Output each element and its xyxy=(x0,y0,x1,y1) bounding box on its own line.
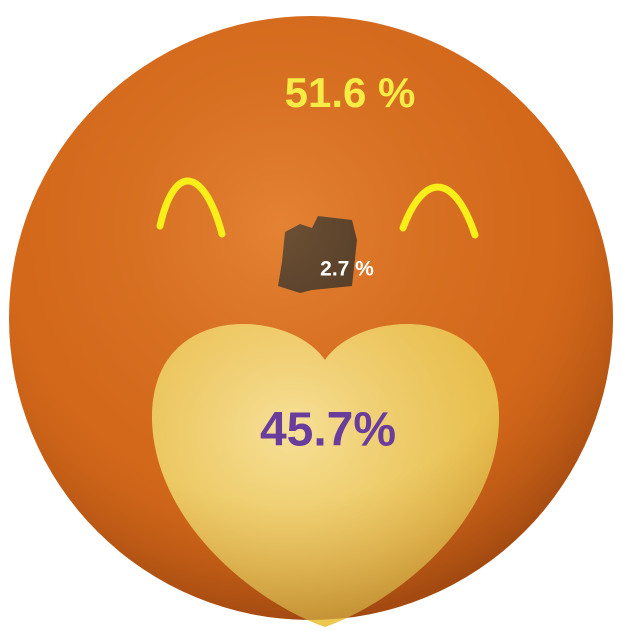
heart-shine xyxy=(151,323,500,627)
value-label: 51.6 % xyxy=(285,69,416,116)
labels: 51.6 % 2.7 % 45.7% xyxy=(260,69,415,457)
eye-right xyxy=(399,183,479,239)
decorations xyxy=(9,16,613,627)
value-label: 2.7 % xyxy=(320,258,374,281)
value-label: 45.7% xyxy=(260,404,396,457)
eye-left xyxy=(156,177,226,238)
